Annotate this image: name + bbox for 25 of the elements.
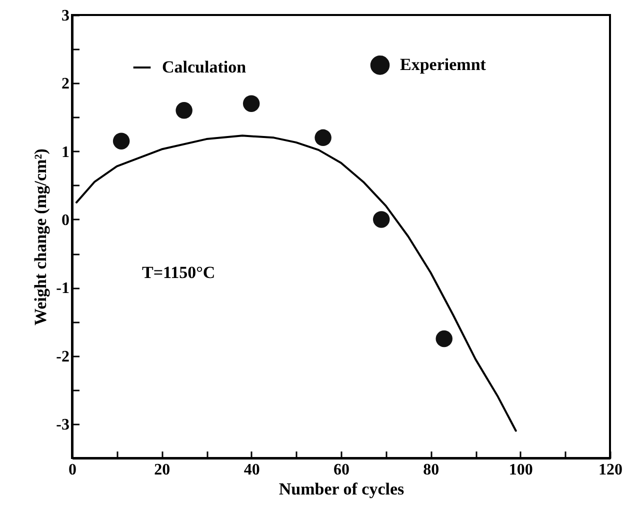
- y-tick-label: 0: [62, 212, 70, 229]
- y-tick-label: -1: [56, 280, 70, 298]
- y-tick-label: -3: [56, 416, 70, 434]
- legend-label: Calculation: [162, 58, 247, 76]
- x-tick-label: 80: [423, 462, 440, 478]
- y-axis-title: Weight change (mg/cm²): [31, 148, 50, 326]
- y-tick-label: -2: [56, 348, 70, 366]
- x-tick-label: 100: [508, 462, 533, 478]
- point: [176, 102, 192, 119]
- point: [314, 129, 332, 146]
- x-tick-label: 20: [154, 462, 170, 478]
- x-tick-label: 40: [244, 462, 260, 478]
- point: [112, 132, 130, 150]
- y-tick-label: 2: [62, 76, 70, 93]
- legend-label: Experiemnt: [400, 55, 486, 74]
- y-tick-label: 3: [62, 8, 70, 24]
- x-tick-label: 120: [598, 462, 622, 478]
- y-tick-label: 1: [62, 144, 70, 161]
- point: [372, 211, 390, 228]
- point: [242, 95, 260, 112]
- x-axis-title: Number of cycles: [278, 480, 405, 498]
- x-tick-label: 60: [334, 462, 350, 478]
- annotation: T=1150°C: [142, 263, 216, 282]
- point: [436, 330, 452, 348]
- line-series: [75, 134, 517, 432]
